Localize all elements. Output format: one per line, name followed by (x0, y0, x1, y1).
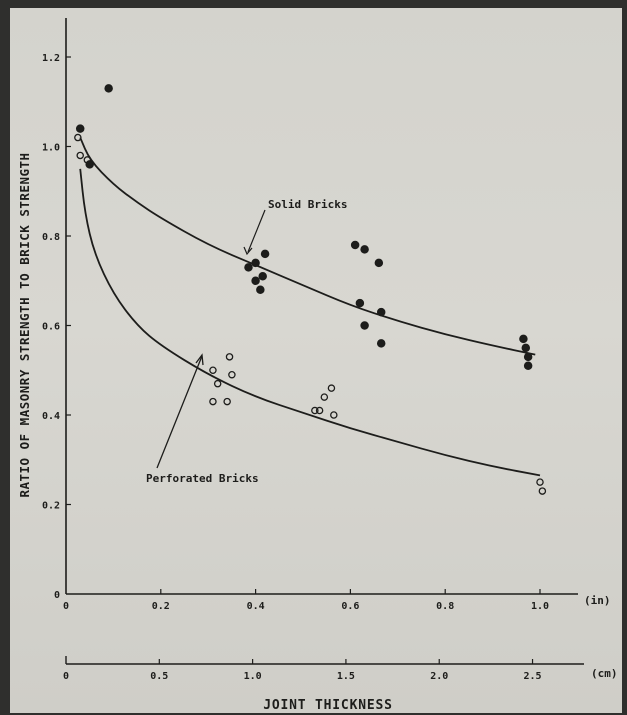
solid-brick-point (260, 249, 270, 259)
perforated-brick-point (213, 379, 222, 388)
paper-sheet (10, 8, 622, 713)
solid-brick-point (258, 272, 267, 281)
x-tick-label: 0.6 (341, 601, 359, 612)
perforated-bricks-curve (79, 168, 541, 477)
arrowhead-solid-bricks (243, 246, 253, 256)
y-tick-label: 1.2 (42, 53, 60, 64)
y-tick-label: 0.4 (42, 411, 60, 422)
y-tick-label: 1.0 (42, 143, 60, 154)
arrowhead-perforated-bricks (195, 353, 204, 366)
solid-brick-point (374, 258, 384, 268)
x2-tick-label: 1.0 (244, 671, 262, 682)
perforated-brick-point (74, 133, 82, 142)
x2-tick-label: 1.5 (337, 671, 355, 682)
x-tick-label: 0.8 (436, 601, 454, 612)
perforated-brick-point (330, 411, 338, 419)
solid-brick-point (256, 285, 265, 294)
y-tick-label: 0 (54, 590, 60, 601)
y-axis-label: RATIO OF MASONRY STRENGTH TO BRICK STREN… (17, 152, 32, 497)
perforated-brick-point (536, 478, 544, 486)
y-tick-label: 0.2 (42, 501, 60, 512)
x-tick-label: 1.0 (531, 601, 549, 612)
solid-brick-point (251, 276, 260, 285)
solid-brick-point (360, 245, 369, 254)
perforated-brick-point (223, 397, 231, 406)
arrow-perforated-bricks (156, 355, 203, 469)
perforated-brick-point (76, 151, 84, 160)
solid-brick-point (75, 124, 85, 133)
solid-brick-point (521, 343, 531, 353)
solid-brick-point (519, 334, 528, 344)
solid-brick-point (104, 84, 113, 93)
perforated-brick-point (311, 406, 319, 415)
x2-tick-label: 0 (63, 671, 69, 682)
arrow-solid-bricks (247, 209, 266, 253)
x2-axis-unit-cm: (cm) (591, 667, 618, 680)
x2-tick-label: 2.5 (524, 671, 542, 682)
perforated-brick-point (228, 370, 236, 379)
annotation-perforated-bricks: Perforated Bricks (146, 472, 259, 485)
solid-brick-point (360, 321, 369, 330)
perforated-brick-point (320, 393, 329, 401)
solid-brick-point (523, 352, 533, 362)
y-tick-label: 0.6 (42, 322, 60, 333)
perforated-brick-point (209, 397, 217, 406)
x-tick-label: 0 (63, 601, 69, 612)
y-tick-label: 0.8 (42, 232, 60, 243)
solid-brick-point (523, 361, 533, 371)
perforated-brick-point (209, 366, 217, 374)
annotations: Solid Bricks Perforated Bricks (146, 198, 347, 485)
x2-tick-label: 2.0 (430, 671, 448, 682)
solid-brick-point (355, 298, 365, 308)
perforated-brick-point (538, 487, 547, 495)
solid-brick-point (376, 307, 386, 317)
fitted-curves (79, 137, 541, 477)
perforated-brick-point (315, 406, 324, 415)
solid-brick-point (376, 339, 386, 348)
x-axis-label: JOINT THICKNESS (263, 698, 392, 713)
solid-bricks-curve (79, 137, 536, 356)
perforated-brick-point (83, 156, 92, 164)
solid-brick-point (244, 263, 253, 272)
perforated-brick-point (327, 384, 336, 392)
x2-tick-label: 0.5 (150, 671, 168, 682)
perforated-brick-point (225, 353, 234, 361)
solid-brick-point (350, 240, 360, 250)
solid-brick-point (251, 258, 260, 268)
axes: 0 0.2 0.4 0.6 0.8 1.0 1.2 0 0.2 0.4 0.6 0.8 1.0 0 0.5 1… (42, 18, 584, 682)
x-axis-unit-in: (in) (584, 594, 611, 607)
data-points (74, 84, 547, 495)
x-tick-label: 0.2 (152, 601, 170, 612)
annotation-solid-bricks: Solid Bricks (268, 198, 347, 211)
x-tick-label: 0.4 (247, 601, 265, 612)
